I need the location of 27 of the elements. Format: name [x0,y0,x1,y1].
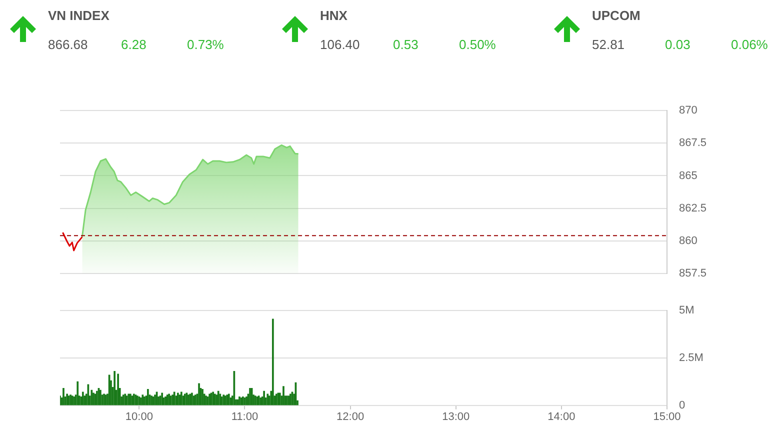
y-tick-label: 2.5M [679,352,704,364]
text: 0.73% [187,37,224,52]
y-tick-label: 865 [679,170,698,182]
text: 6.28 [121,37,146,52]
text: 52.81 [592,37,625,52]
x-tick-label: 10:00 [125,411,153,424]
category-label: UPCOM [592,8,640,23]
text: 0.50% [459,37,496,52]
x-tick-label: 12:00 [336,411,364,424]
text: 0.06% [731,37,768,52]
x-tick-label: 11:00 [231,411,258,424]
text: 866.68 [48,37,88,52]
y-tick-label: 857.5 [679,267,707,280]
y-tick-label: 862.5 [679,202,707,214]
y-tick-label: 0 [679,399,686,412]
category-label: HNX [320,8,348,23]
category-label: VN INDEX [48,8,110,23]
text: 0.03 [665,37,690,52]
x-tick-label: 15:00 [653,411,681,424]
y-tick-label: 860 [679,234,698,247]
y-tick-label: 870 [679,104,698,117]
y-tick-label: 5M [679,304,694,317]
text: 106.40 [320,37,360,52]
text: 0.53 [393,37,418,52]
y-tick-label: 867.5 [679,137,707,150]
x-tick-label: 13:00 [442,411,470,424]
x-tick-label: 14:00 [548,411,576,424]
